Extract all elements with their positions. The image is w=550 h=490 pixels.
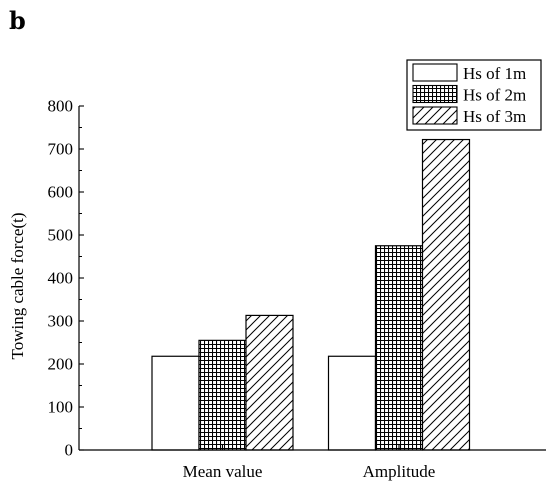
y-tick-label: 400 bbox=[48, 269, 74, 288]
bar-hs-of-1m-mean-value bbox=[151, 355, 200, 451]
bar-hs-of-1m-amplitude bbox=[327, 355, 377, 451]
x-tick-label: Mean value bbox=[183, 462, 263, 481]
x-tick-label: Amplitude bbox=[363, 462, 436, 481]
bar-hs-of-3m-amplitude bbox=[421, 138, 471, 451]
bars-layer bbox=[151, 138, 471, 451]
legend-label: Hs of 2m bbox=[463, 86, 526, 105]
legend-label: Hs of 1m bbox=[463, 64, 526, 83]
legend-swatch bbox=[412, 63, 458, 82]
y-tick-label: 800 bbox=[48, 97, 74, 116]
y-tick-label: 600 bbox=[48, 183, 74, 202]
bar-hs-of-2m-amplitude bbox=[374, 245, 424, 451]
legend-swatch bbox=[412, 84, 458, 104]
y-tick-label: 0 bbox=[65, 441, 74, 460]
bar-hs-of-2m-mean-value bbox=[198, 339, 247, 451]
legend: Hs of 1m Hs of 2m Hs of 3m bbox=[406, 59, 542, 131]
axes-layer: 0 100 200 300 400 500 600 700 800 Mean value Ampli… bbox=[8, 97, 546, 481]
y-tick-label: 300 bbox=[48, 312, 74, 331]
y-axis-label: Towing cable force(t) bbox=[8, 212, 27, 359]
y-tick-label: 700 bbox=[48, 140, 74, 159]
legend-label: Hs of 3m bbox=[463, 107, 526, 126]
y-tick-label: 100 bbox=[48, 398, 74, 417]
y-tick-label: 200 bbox=[48, 355, 74, 374]
y-tick-label: 500 bbox=[48, 226, 74, 245]
bar-hs-of-3m-mean-value bbox=[245, 314, 294, 451]
legend-swatch bbox=[412, 106, 458, 125]
panel-label: b bbox=[9, 6, 26, 35]
